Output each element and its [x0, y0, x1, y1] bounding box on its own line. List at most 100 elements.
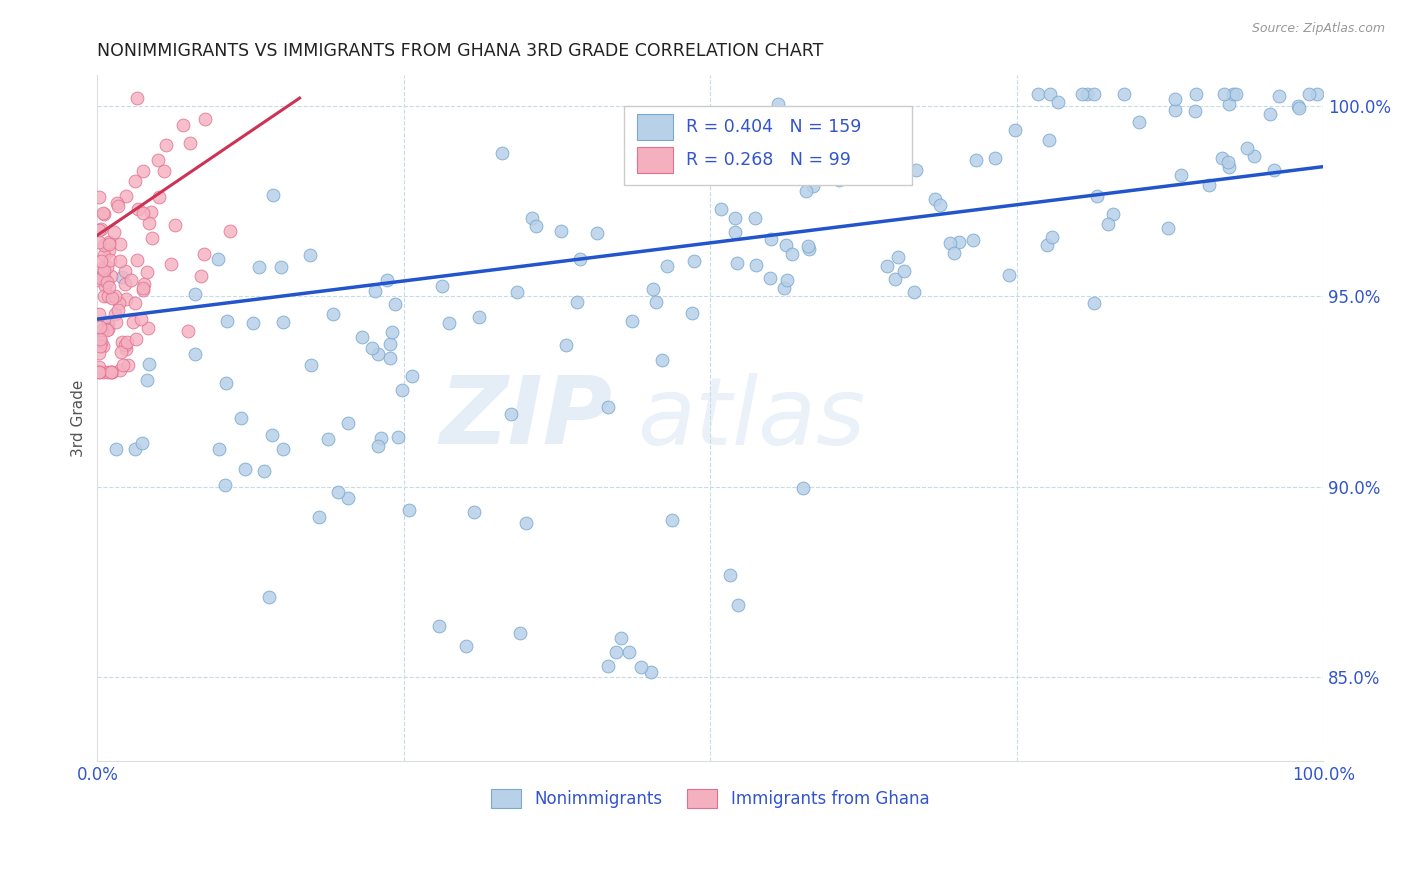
Point [1083, 87, 1105, 102]
Point [965, 153, 987, 168]
Point [1076, 87, 1098, 102]
Point [91, 366, 114, 380]
Point [90, 222, 112, 236]
Point [131, 284, 153, 298]
Point [984, 152, 1007, 166]
Point [316, 432, 339, 446]
Point [193, 247, 215, 261]
Point [491, 145, 513, 160]
Text: NONIMMIGRANTS VS IMMIGRANTS FROM GHANA 3RD GRADE CORRELATION CHART: NONIMMIGRANTS VS IMMIGRANTS FROM GHANA 3… [97, 42, 824, 60]
Point [924, 192, 946, 206]
Point [299, 358, 322, 372]
Point [1263, 163, 1285, 178]
Point [1035, 238, 1057, 252]
Point [308, 510, 330, 524]
Point [87, 235, 110, 250]
Point [1288, 99, 1310, 113]
Point [132, 163, 155, 178]
FancyBboxPatch shape [637, 113, 673, 140]
Point [89, 222, 111, 236]
Point [569, 252, 592, 267]
Point [1184, 104, 1206, 119]
Point [350, 330, 373, 344]
Point [98, 237, 121, 252]
Point [454, 640, 477, 654]
Point [364, 284, 387, 298]
Legend: Nonimmigrants, Immigrants from Ghana: Nonimmigrants, Immigrants from Ghana [485, 782, 936, 814]
Text: atlas: atlas [637, 373, 865, 464]
Point [644, 294, 666, 309]
Point [89, 339, 111, 353]
Point [610, 631, 633, 645]
Point [1236, 141, 1258, 155]
Point [727, 599, 749, 613]
Point [619, 645, 641, 659]
Point [437, 316, 460, 330]
Point [190, 269, 212, 284]
Point [381, 325, 404, 339]
Point [1288, 101, 1310, 115]
Point [710, 202, 733, 216]
Point [249, 260, 271, 274]
Point [91, 205, 114, 219]
Point [98, 252, 121, 267]
Point [652, 122, 675, 136]
Point [1164, 103, 1187, 117]
Point [100, 366, 122, 380]
Point [884, 272, 907, 286]
Point [120, 272, 142, 286]
Point [127, 252, 149, 267]
Point [91, 260, 114, 275]
Point [328, 485, 350, 500]
Point [380, 351, 402, 366]
Point [1306, 87, 1329, 102]
Point [567, 294, 589, 309]
Point [655, 259, 678, 273]
Point [114, 263, 136, 277]
Point [242, 316, 264, 330]
Point [134, 277, 156, 291]
Y-axis label: 3rd Grade: 3rd Grade [72, 379, 86, 457]
Point [124, 332, 146, 346]
Point [219, 225, 242, 239]
Point [107, 303, 129, 318]
Point [380, 337, 402, 351]
Point [337, 491, 360, 505]
Point [87, 189, 110, 203]
Point [160, 257, 183, 271]
Point [131, 281, 153, 295]
Point [97, 280, 120, 294]
Point [776, 273, 799, 287]
Point [904, 162, 927, 177]
Point [96, 315, 118, 329]
Point [107, 198, 129, 212]
Point [270, 260, 292, 274]
Point [87, 366, 110, 380]
Point [141, 205, 163, 219]
Point [524, 219, 547, 233]
Point [724, 211, 747, 225]
Point [337, 416, 360, 430]
Point [93, 237, 115, 252]
Point [1112, 87, 1135, 102]
Point [231, 410, 253, 425]
Point [661, 513, 683, 527]
Point [1198, 178, 1220, 193]
Point [432, 278, 454, 293]
Point [620, 314, 643, 328]
Point [129, 312, 152, 326]
Point [138, 216, 160, 230]
Point [948, 235, 970, 249]
Point [262, 187, 284, 202]
Point [257, 590, 280, 604]
Point [1216, 155, 1239, 169]
Point [104, 307, 127, 321]
Point [499, 407, 522, 421]
Point [370, 431, 392, 445]
Point [273, 315, 295, 329]
Point [759, 271, 782, 285]
Point [797, 242, 820, 256]
Point [124, 442, 146, 456]
Text: R = 0.268   N = 99: R = 0.268 N = 99 [686, 151, 851, 169]
FancyBboxPatch shape [624, 106, 912, 185]
